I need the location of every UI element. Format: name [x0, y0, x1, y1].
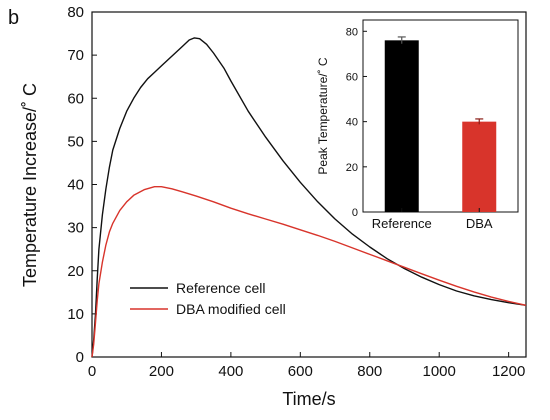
main-chart: 0 200 400 600 800 1000 1200 01020304050607080 … [20, 4, 527, 409]
legend-label-dba: DBA modified cell [176, 301, 286, 317]
inset-y-tick-label: 40 [346, 117, 358, 129]
y-tick-label: 40 [67, 177, 84, 194]
y-tick-label: 10 [67, 306, 84, 323]
inset-y-tick-label: 0 [352, 207, 358, 219]
inset-y-tick-label: 20 [346, 162, 358, 174]
legend: Reference cell DBA modified cell [130, 280, 286, 317]
x-tick-label: 600 [288, 363, 313, 380]
inset-x-tick-label: Reference [372, 216, 432, 231]
y-tick-label: 20 [67, 263, 84, 280]
inset-x-axis: Reference DBA [372, 208, 493, 231]
y-tick-label: 50 [67, 133, 84, 150]
x-tick-label: 1200 [492, 363, 525, 380]
x-tick-label: 800 [357, 363, 382, 380]
inset-chart: 0 20 40 60 80 Reference DBA Peak Temperature/… [316, 19, 519, 231]
inset-y-axis: 0 20 40 60 80 [346, 26, 367, 219]
inset-y-tick-label: 80 [346, 26, 358, 38]
series-line-reference-cell [91, 37, 527, 358]
y-tick-label: 60 [67, 90, 84, 107]
x-tick-label: 1000 [423, 363, 456, 380]
inset-bars [384, 36, 497, 213]
panel-label: b [8, 7, 19, 29]
y-tick-label: 70 [67, 47, 84, 64]
inset-bar-reference [384, 40, 419, 213]
y-tick-label: 80 [67, 4, 84, 21]
x-tick-label: 0 [88, 363, 96, 380]
inset-y-axis-label: Peak Temperature/˚ C [316, 57, 330, 174]
inset-bar-dba [462, 121, 497, 212]
series-line-dba-modified-cell [91, 186, 527, 358]
main-x-axis-label: Time/s [282, 389, 335, 409]
main-y-axis: 0 10 20 30 40 50 60 70 80 [67, 4, 97, 366]
y-tick-label: 30 [67, 220, 84, 237]
inset-y-tick-label: 60 [346, 71, 358, 83]
main-x-axis: 0 200 400 600 800 1000 1200 [88, 352, 525, 380]
x-tick-label: 400 [218, 363, 243, 380]
legend-label-reference: Reference cell [176, 280, 266, 296]
inset-x-tick-label: DBA [466, 216, 493, 231]
main-y-axis-label: Temperature Increase/˚ C [20, 83, 40, 287]
main-series-lines [91, 37, 527, 358]
y-tick-label: 0 [76, 349, 84, 366]
x-tick-label: 200 [149, 363, 174, 380]
